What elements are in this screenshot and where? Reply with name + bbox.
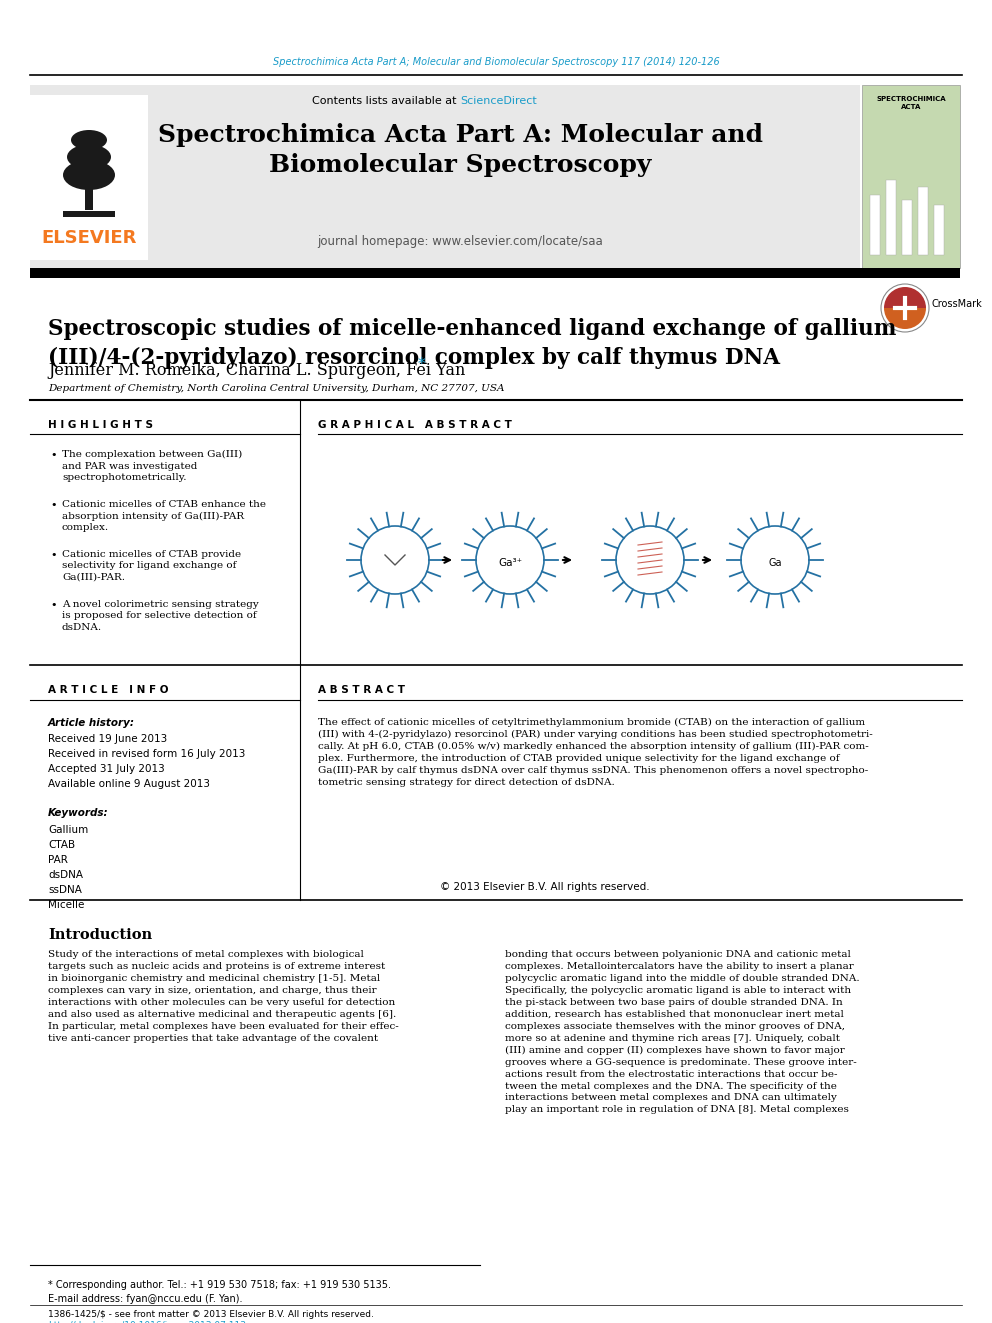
Bar [886, 180, 896, 255]
Text: E-mail address: fyan@nccu.edu (F. Yan).: E-mail address: fyan@nccu.edu (F. Yan). [48, 1294, 242, 1304]
Text: A novel colorimetric sensing strategy
is proposed for selective detection of
dsD: A novel colorimetric sensing strategy is… [62, 601, 259, 632]
Text: Spectrochimica Acta Part A; Molecular and Biomolecular Spectroscopy 117 (2014) 1: Spectrochimica Acta Part A; Molecular an… [273, 57, 719, 67]
Text: Department of Chemistry, North Carolina Central University, Durham, NC 27707, US: Department of Chemistry, North Carolina … [48, 384, 505, 393]
FancyBboxPatch shape [30, 95, 148, 261]
Text: journal homepage: www.elsevier.com/locate/saa: journal homepage: www.elsevier.com/locat… [317, 235, 603, 249]
Text: Contents lists available at: Contents lists available at [312, 97, 460, 106]
Wedge shape [884, 308, 926, 329]
Text: Gallium: Gallium [48, 826, 88, 835]
Text: * Corresponding author. Tel.: +1 919 530 7518; fax: +1 919 530 5135.: * Corresponding author. Tel.: +1 919 530… [48, 1279, 391, 1290]
Text: CrossMark: CrossMark [932, 299, 983, 310]
FancyBboxPatch shape [30, 85, 860, 269]
Text: Keywords:: Keywords: [48, 808, 109, 818]
Text: •: • [50, 500, 57, 509]
Text: Received in revised form 16 July 2013: Received in revised form 16 July 2013 [48, 749, 245, 759]
Bar [902, 200, 912, 255]
Ellipse shape [67, 144, 111, 169]
Text: Available online 9 August 2013: Available online 9 August 2013 [48, 779, 210, 789]
Text: dsDNA: dsDNA [48, 871, 83, 880]
Text: Accepted 31 July 2013: Accepted 31 July 2013 [48, 763, 165, 774]
Bar [870, 194, 880, 255]
FancyBboxPatch shape [862, 85, 960, 269]
Circle shape [476, 527, 544, 594]
Text: Micelle: Micelle [48, 900, 84, 910]
Text: Jennifer M. Romeika, Charina L. Spurgeon, Fei Yan: Jennifer M. Romeika, Charina L. Spurgeon… [48, 363, 465, 378]
Text: Received 19 June 2013: Received 19 June 2013 [48, 734, 168, 744]
Bar [30, 269, 960, 278]
Text: SPECTROCHIMICA
ACTA: SPECTROCHIMICA ACTA [876, 97, 945, 110]
Text: Ga³⁺: Ga³⁺ [498, 558, 522, 568]
Text: PAR: PAR [48, 855, 67, 865]
Ellipse shape [71, 130, 107, 149]
Text: Introduction: Introduction [48, 927, 152, 942]
Text: Spectroscopic studies of micelle-enhanced ligand exchange of gallium
(III)/4-(2-: Spectroscopic studies of micelle-enhance… [48, 318, 897, 369]
Text: •: • [50, 450, 57, 460]
Bar [85, 188, 93, 210]
Text: A B S T R A C T: A B S T R A C T [318, 685, 405, 695]
Circle shape [361, 527, 429, 594]
Wedge shape [884, 287, 926, 308]
Text: ELSEVIER: ELSEVIER [42, 229, 137, 247]
Text: http://dx.doi.org/10.1016/j.saa.2013.07.113: http://dx.doi.org/10.1016/j.saa.2013.07.… [48, 1320, 246, 1323]
Text: Spectrochimica Acta Part A: Molecular and
Biomolecular Spectroscopy: Spectrochimica Acta Part A: Molecular an… [158, 123, 763, 177]
Text: A R T I C L E   I N F O: A R T I C L E I N F O [48, 685, 169, 695]
Ellipse shape [63, 160, 115, 191]
Bar [934, 205, 944, 255]
Text: © 2013 Elsevier B.V. All rights reserved.: © 2013 Elsevier B.V. All rights reserved… [440, 882, 650, 892]
Text: Ga: Ga [768, 558, 782, 568]
Circle shape [741, 527, 809, 594]
Text: Article history:: Article history: [48, 718, 135, 728]
Text: ssDNA: ssDNA [48, 885, 82, 894]
Text: The complexation between Ga(III)
and PAR was investigated
spectrophotometrically: The complexation between Ga(III) and PAR… [62, 450, 242, 482]
Text: The effect of cationic micelles of cetyltrimethylammonium bromide (CTAB) on the : The effect of cationic micelles of cetyl… [318, 718, 873, 787]
Text: CTAB: CTAB [48, 840, 75, 849]
Text: bonding that occurs between polyanionic DNA and cationic metal
complexes. Metall: bonding that occurs between polyanionic … [505, 950, 860, 1114]
Text: Cationic micelles of CTAB enhance the
absorption intensity of Ga(III)-PAR
comple: Cationic micelles of CTAB enhance the ab… [62, 500, 266, 532]
Text: 1386-1425/$ - see front matter © 2013 Elsevier B.V. All rights reserved.: 1386-1425/$ - see front matter © 2013 El… [48, 1310, 374, 1319]
Bar [63, 210, 115, 217]
Text: G R A P H I C A L   A B S T R A C T: G R A P H I C A L A B S T R A C T [318, 419, 512, 430]
Text: ScienceDirect: ScienceDirect [460, 97, 537, 106]
Text: Study of the interactions of metal complexes with biological
targets such as nuc: Study of the interactions of metal compl… [48, 950, 399, 1043]
Text: *: * [418, 357, 426, 370]
Circle shape [616, 527, 684, 594]
Text: •: • [50, 601, 57, 610]
Bar [918, 187, 928, 255]
Text: H I G H L I G H T S: H I G H L I G H T S [48, 419, 153, 430]
Text: •: • [50, 550, 57, 560]
Text: Cationic micelles of CTAB provide
selectivity for ligand exchange of
Ga(III)-PAR: Cationic micelles of CTAB provide select… [62, 550, 241, 582]
